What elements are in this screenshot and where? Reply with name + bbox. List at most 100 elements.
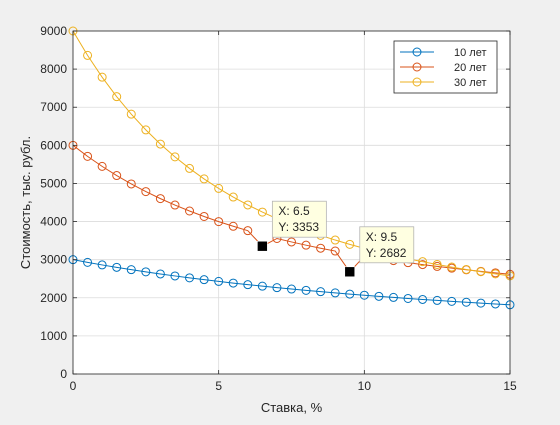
data-point[interactable] [83,257,93,267]
data-point[interactable] [388,292,398,302]
data-point[interactable] [301,240,311,250]
datatip-box [359,226,415,264]
legend-label: 20 лет [454,62,487,74]
data-point[interactable] [330,235,340,245]
data-point[interactable] [359,290,369,300]
data-point[interactable] [112,171,122,181]
y-tick-label: 7000 [40,100,67,114]
data-point[interactable] [97,72,107,82]
data-point[interactable] [170,271,180,281]
data-point[interactable] [447,296,457,306]
data-point[interactable] [214,217,224,227]
data-point[interactable] [316,287,326,297]
data-point[interactable] [476,298,486,308]
data-point[interactable] [228,192,238,202]
data-point[interactable] [330,246,340,256]
data-point[interactable] [199,174,209,184]
data-point[interactable] [199,275,209,285]
data-point[interactable] [418,260,428,270]
data-point[interactable] [447,262,457,272]
data-point[interactable] [126,179,136,189]
data-point[interactable] [257,281,267,291]
data-point[interactable] [432,259,442,269]
data-point[interactable] [185,206,195,216]
data-point[interactable] [170,200,180,210]
legend-item[interactable]: 30 лет [400,77,487,89]
data-point[interactable] [257,207,267,217]
y-tick-label: 8000 [40,62,67,76]
data-point[interactable] [141,125,151,135]
data-point[interactable] [185,163,195,173]
data-point[interactable] [155,194,165,204]
data-point[interactable] [155,139,165,149]
data-point[interactable] [126,109,136,119]
legend[interactable]: 10 лет 20 лет 30 лет [393,40,498,94]
datatip-box [271,200,327,238]
data-point[interactable] [97,161,107,171]
x-tick-label: 0 [70,379,77,393]
data-point[interactable] [461,297,471,307]
data-point[interactable] [403,293,413,303]
y-tick-label: 5000 [40,176,67,190]
data-point[interactable] [418,294,428,304]
data-point[interactable] [418,257,428,267]
data-point[interactable] [345,289,355,299]
x-axis-label: Ставка, % [261,400,323,415]
data-point[interactable] [228,221,238,231]
x-tick-label: 15 [503,379,517,393]
datatip-y-label: Y: 3353 [278,220,319,234]
datatip-y-label: Y: 2682 [366,246,407,260]
data-point[interactable] [155,269,165,279]
datatip-marker[interactable] [344,266,356,278]
y-tick-label: 2000 [40,291,67,305]
datatip-marker[interactable] [257,240,268,252]
data-point[interactable] [243,200,253,210]
data-point[interactable] [83,151,93,161]
datatip-x-label: X: 6.5 [278,204,310,218]
data-point[interactable] [214,183,224,193]
legend-item[interactable]: 20 лет [400,62,487,74]
axis-ticks: 0 5 10 15 0 1000 2000 3000 4000 5000 6000 7000 8000 9… [40,24,517,393]
data-point[interactable] [97,260,107,270]
data-point[interactable] [330,288,340,298]
x-tick-label: 10 [358,379,372,393]
data-point[interactable] [243,226,253,236]
data-point[interactable] [316,243,326,253]
data-point[interactable] [243,280,253,290]
data-point[interactable] [345,239,355,249]
data-point[interactable] [432,295,442,305]
data-point[interactable] [112,92,122,102]
data-point[interactable] [83,50,93,60]
data-point[interactable] [490,269,500,279]
series-1 [68,255,515,310]
axes-box [72,30,511,375]
y-tick-label: 1000 [40,329,67,343]
y-tick-label: 6000 [40,138,67,152]
data-point[interactable] [141,267,151,277]
data-point[interactable] [112,262,122,272]
data-point[interactable] [476,267,486,277]
data-point[interactable] [490,299,500,309]
data-point[interactable] [461,264,471,274]
legend-marker-icon [412,47,422,57]
legend-item[interactable]: 10 лет [400,47,487,59]
data-point[interactable] [126,265,136,275]
x-tick-label: 5 [215,379,222,393]
data-point[interactable] [228,278,238,288]
y-tick-label: 9000 [40,24,67,38]
datatip[interactable]: X: 9.5 Y: 2682 [344,226,415,278]
data-point[interactable] [287,237,296,247]
legend-label: 30 лет [454,77,487,89]
data-point[interactable] [214,276,224,286]
data-point[interactable] [301,285,311,295]
data-point[interactable] [185,273,195,283]
data-point[interactable] [287,284,296,294]
data-point[interactable] [141,187,151,197]
data-point[interactable] [170,152,180,162]
datatip[interactable]: X: 6.5 Y: 3353 [257,200,327,252]
data-point[interactable] [374,291,384,301]
data-point[interactable] [272,283,282,293]
data-point[interactable] [199,211,209,221]
y-tick-label: 0 [60,367,67,381]
